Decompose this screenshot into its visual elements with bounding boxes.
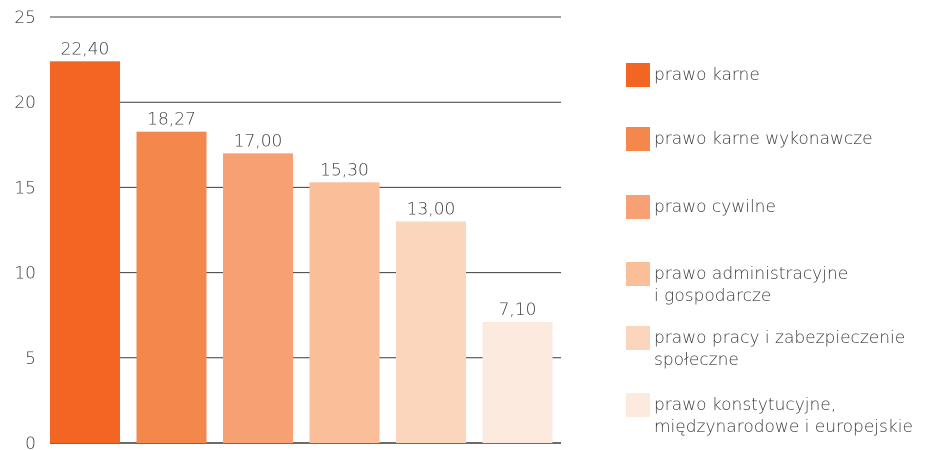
legend-label: prawo cywilne <box>654 197 776 217</box>
y-tick-label: 10 <box>14 264 36 284</box>
legend-swatch <box>626 326 650 350</box>
data-label: 15,30 <box>320 160 369 180</box>
data-label: 7,10 <box>499 300 537 320</box>
legend-item: prawo pracy i zabezpieczenie społeczne <box>626 326 905 371</box>
y-tick-label: 0 <box>25 434 36 450</box>
legend-item: prawo karne wykonawcze <box>626 127 873 151</box>
data-label: 22,40 <box>61 39 110 59</box>
legend-label: prawo karne wykonawcze <box>654 129 873 149</box>
bars <box>50 61 553 443</box>
legend-item: prawo konstytucyjne, międzynarodowe i eu… <box>626 393 913 438</box>
bar <box>309 182 380 443</box>
y-tick-label: 20 <box>14 93 36 113</box>
legend-swatch <box>626 195 650 219</box>
value-labels: 22,40 18,27 17,00 15,30 13,00 7,10 <box>61 39 537 320</box>
bar <box>396 221 466 443</box>
grid-lines <box>50 16 561 444</box>
legend-item: prawo administracyjne i gospodarcze <box>626 262 848 307</box>
data-label: 13,00 <box>407 199 456 219</box>
legend-label: prawo administracyjne i gospodarcze <box>654 264 849 306</box>
bar <box>482 322 553 443</box>
data-label: 17,00 <box>234 131 283 151</box>
legend-item: prawo cywilne <box>626 195 776 219</box>
legend-swatch <box>626 63 650 87</box>
bar <box>136 131 207 443</box>
y-tick-label: 5 <box>25 349 36 369</box>
bar <box>223 153 293 443</box>
legend-swatch <box>626 127 650 151</box>
legend-label: prawo pracy i zabezpieczenie społeczne <box>654 328 906 370</box>
y-tick-label: 15 <box>14 178 36 198</box>
legend-label: prawo konstytucyjne, międzynarodowe i eu… <box>654 395 913 437</box>
y-tick-label: 25 <box>14 8 36 28</box>
legend-item: prawo karne <box>626 63 760 87</box>
legend-label: prawo karne <box>654 65 760 85</box>
bar <box>50 61 120 443</box>
legend-swatch <box>626 393 650 417</box>
data-label: 18,27 <box>147 110 196 130</box>
legend-swatch <box>626 262 650 286</box>
y-axis-ticks: 0 5 10 15 20 25 <box>14 8 36 450</box>
legend: prawo karne prawo karne wykonawcze prawo c… <box>626 0 932 450</box>
